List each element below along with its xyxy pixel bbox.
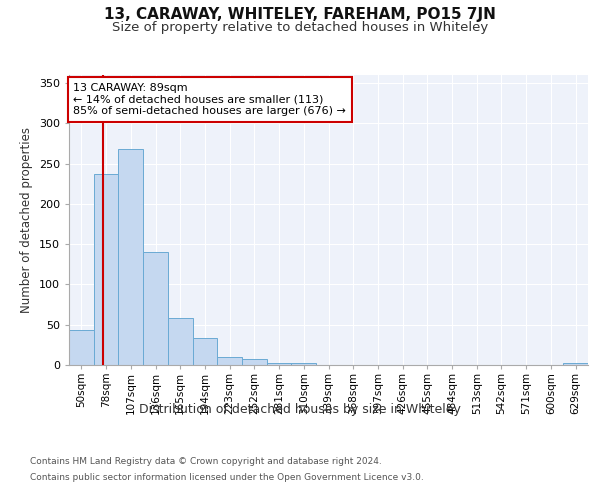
Bar <box>168 318 193 365</box>
Text: Contains public sector information licensed under the Open Government Licence v3: Contains public sector information licen… <box>30 472 424 482</box>
Bar <box>217 357 242 365</box>
Bar <box>267 362 292 365</box>
Text: 13, CARAWAY, WHITELEY, FAREHAM, PO15 7JN: 13, CARAWAY, WHITELEY, FAREHAM, PO15 7JN <box>104 8 496 22</box>
Bar <box>193 338 217 365</box>
Bar <box>563 362 588 365</box>
Text: Size of property relative to detached houses in Whiteley: Size of property relative to detached ho… <box>112 21 488 34</box>
Y-axis label: Number of detached properties: Number of detached properties <box>20 127 33 313</box>
Text: Contains HM Land Registry data © Crown copyright and database right 2024.: Contains HM Land Registry data © Crown c… <box>30 458 382 466</box>
Text: 13 CARAWAY: 89sqm
← 14% of detached houses are smaller (113)
85% of semi-detache: 13 CARAWAY: 89sqm ← 14% of detached hous… <box>73 83 346 116</box>
Bar <box>292 362 316 365</box>
Text: Distribution of detached houses by size in Whiteley: Distribution of detached houses by size … <box>139 402 461 415</box>
Bar <box>69 330 94 365</box>
Bar <box>143 252 168 365</box>
Bar <box>242 360 267 365</box>
Bar <box>118 149 143 365</box>
Bar <box>94 174 118 365</box>
